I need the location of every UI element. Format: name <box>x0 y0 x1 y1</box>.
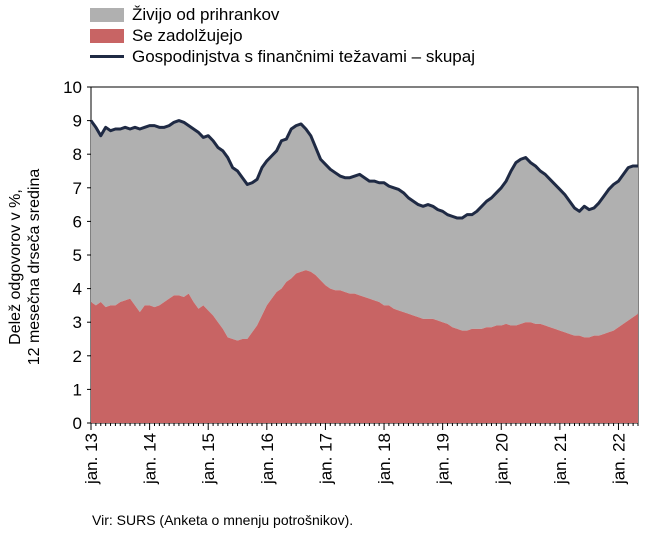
legend-label-total: Gospodinjstva s finančnimi težavami – sk… <box>132 46 475 66</box>
y-tick-label-3: 3 <box>73 313 82 332</box>
y-axis-label: Delež odgovorov v %, 12 mesečna drseča s… <box>6 152 44 382</box>
legend-item-debt: Se zadolžujejo <box>90 25 475 46</box>
y-tick-label-10: 10 <box>63 78 82 97</box>
y-axis-label-line-1: Delež odgovorov v %, <box>7 189 24 345</box>
x-tick-label-4: jan. 17 <box>316 433 335 485</box>
y-tick-label-5: 5 <box>73 246 82 265</box>
y-tick-label-2: 2 <box>73 347 82 366</box>
y-tick-label-6: 6 <box>73 212 82 231</box>
area-living-from-savings <box>91 120 638 341</box>
area-in-debt <box>91 270 638 423</box>
legend-item-total: Gospodinjstva s finančnimi težavami – sk… <box>90 46 475 67</box>
legend: Živijo od prihrankov Se zadolžujejo Gosp… <box>90 4 475 67</box>
x-tick-label-3: jan. 16 <box>258 433 277 485</box>
legend-label-living: Živijo od prihrankov <box>132 4 280 24</box>
legend-swatch-total <box>90 55 124 58</box>
y-tick-label-7: 7 <box>73 179 82 198</box>
y-tick-label-1: 1 <box>73 380 82 399</box>
x-tick-label-2: jan. 15 <box>199 433 218 485</box>
x-tick-label-6: jan. 19 <box>434 433 453 485</box>
y-tick-label-8: 8 <box>73 145 82 164</box>
line-financial-difficulties-total <box>89 119 638 220</box>
x-tick-label-0: jan. 13 <box>82 433 101 485</box>
legend-item-living: Živijo od prihrankov <box>90 4 475 25</box>
x-tick-label-1: jan. 14 <box>141 433 160 485</box>
legend-label-debt: Se zadolžujejo <box>132 25 243 45</box>
legend-swatch-debt <box>90 28 124 43</box>
y-tick-label-4: 4 <box>73 280 82 299</box>
source-note: Vir: SURS (Anketa o mnenju potrošnikov). <box>92 512 354 528</box>
legend-swatch-living <box>90 7 124 22</box>
x-tick-label-9: jan. 22 <box>609 433 628 485</box>
y-tick-label-9: 9 <box>73 112 82 131</box>
x-tick-label-8: jan. 21 <box>551 433 570 485</box>
y-tick-label-0: 0 <box>73 414 82 433</box>
y-axis-label-line-2: 12 mesečna drseča sredina <box>26 168 43 366</box>
x-tick-label-7: jan. 20 <box>492 433 511 485</box>
x-tick-label-5: jan. 18 <box>375 433 394 485</box>
